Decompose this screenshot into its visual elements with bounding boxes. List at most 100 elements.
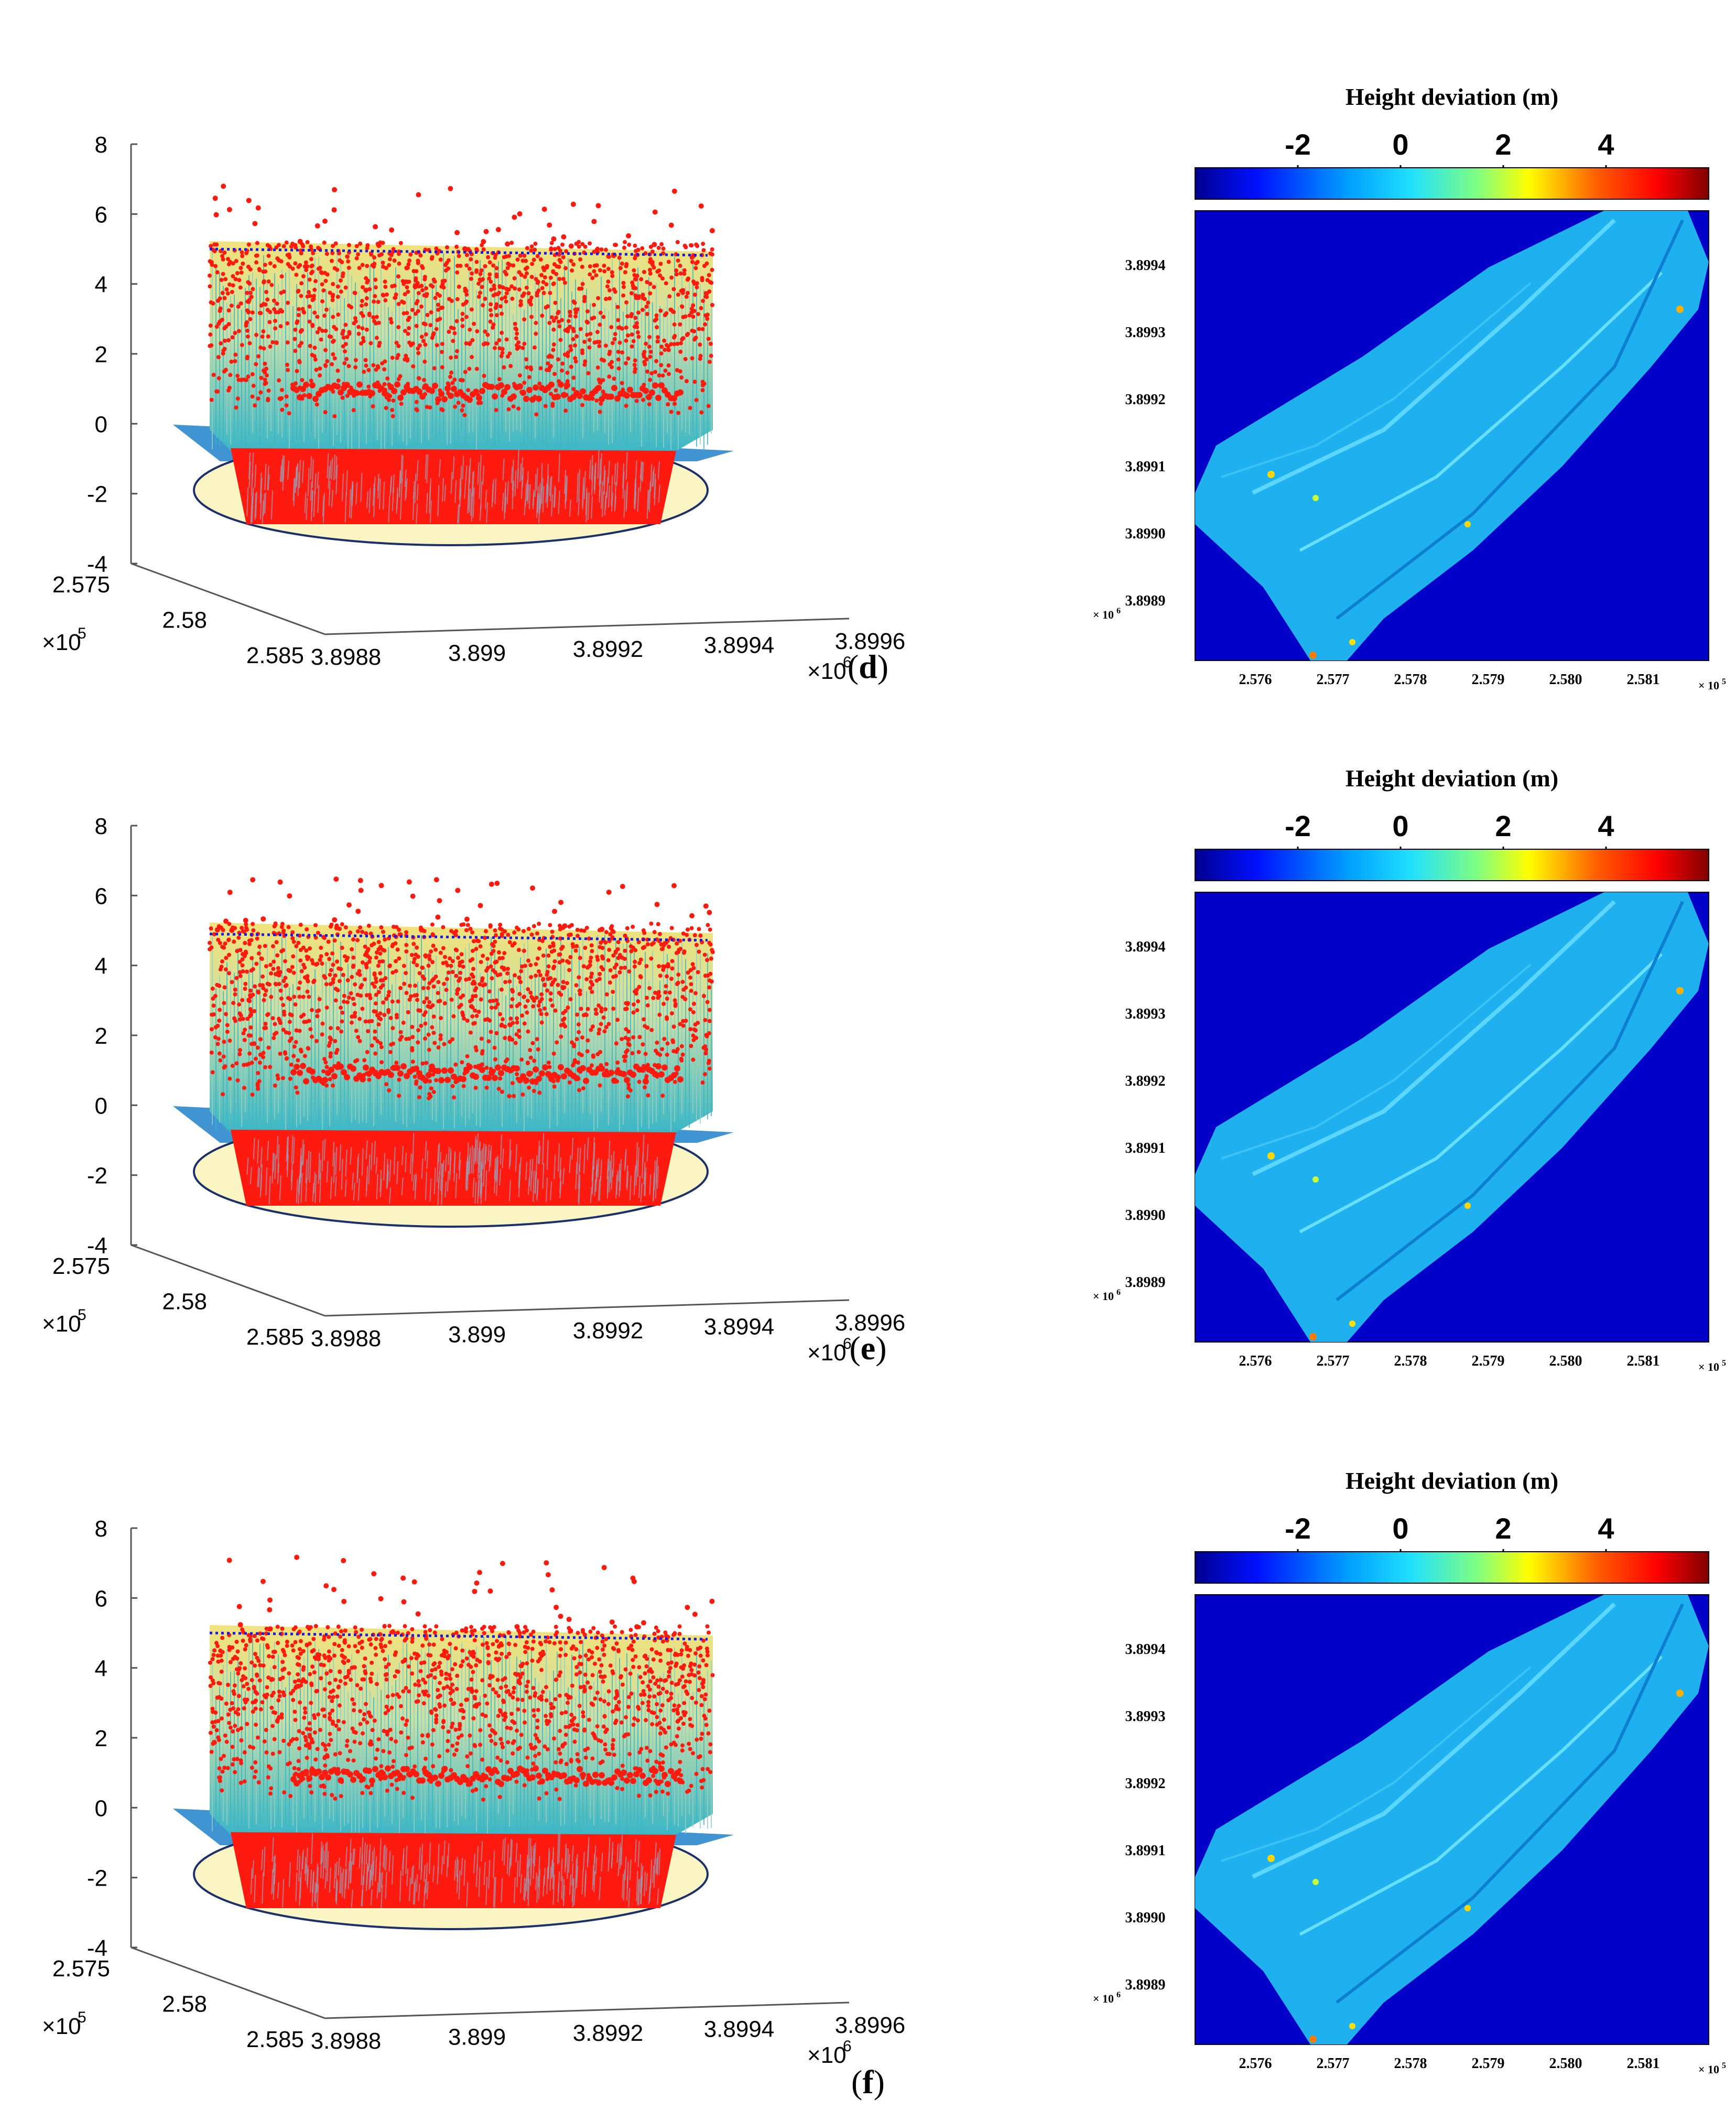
map-x-exponent-power: 5 xyxy=(1722,1359,1726,1368)
below-ground-line xyxy=(373,477,376,496)
point-cloud-point xyxy=(404,353,408,358)
point-cloud-point xyxy=(309,244,313,249)
point-cloud-point xyxy=(360,1007,365,1011)
point-cloud-point xyxy=(331,1083,335,1088)
point-cloud-point xyxy=(263,944,267,948)
point-cloud-point xyxy=(678,947,683,951)
point-cloud-point xyxy=(335,988,340,993)
point-cloud-point xyxy=(541,290,546,295)
below-ground-line xyxy=(558,1833,561,1864)
point-cloud-point xyxy=(296,940,301,945)
point-cloud-point xyxy=(589,1027,593,1032)
point-cloud-point xyxy=(233,331,237,336)
point-cloud-point xyxy=(230,980,234,984)
point-cloud-point xyxy=(243,949,248,954)
point-cloud-point xyxy=(324,1065,329,1069)
point-cloud-point xyxy=(489,1030,493,1034)
point-cloud-point xyxy=(438,257,443,262)
below-ground-line xyxy=(509,1150,512,1166)
point-cloud-point xyxy=(247,341,252,345)
point-cloud-point xyxy=(498,304,503,309)
point-cloud-point xyxy=(473,1074,479,1080)
below-ground-line xyxy=(462,456,464,480)
point-cloud-point xyxy=(529,248,534,253)
below-ground-line xyxy=(455,1173,458,1198)
point-cloud-point xyxy=(458,976,462,981)
point-cloud-point xyxy=(324,982,329,987)
point-cloud-point xyxy=(584,1013,589,1018)
point-cloud-point xyxy=(438,1036,443,1041)
point-cloud-outlier xyxy=(376,243,382,248)
point-cloud-point xyxy=(322,1077,328,1084)
below-ground-line xyxy=(429,1843,431,1874)
point-cloud-point xyxy=(470,355,474,360)
point-cloud-point xyxy=(703,1051,708,1056)
point-cloud-point xyxy=(231,261,235,266)
point-cloud-point xyxy=(677,1624,682,1629)
colorbar-tick-labels: -2 0 2 4 xyxy=(1285,128,1614,170)
z-tick-label: 6 xyxy=(95,1586,107,1611)
point-cloud-point xyxy=(599,1009,604,1014)
point-cloud-point xyxy=(285,340,290,345)
point-cloud-point xyxy=(217,1051,222,1056)
point-cloud-point xyxy=(250,310,255,315)
below-ground-line xyxy=(307,1869,309,1888)
point-cloud-point xyxy=(636,999,641,1004)
point-cloud-point xyxy=(279,387,284,392)
point-cloud-point xyxy=(326,1625,330,1630)
point-cloud-point xyxy=(404,1036,409,1041)
point-cloud-point xyxy=(283,1051,288,1056)
point-cloud-point xyxy=(276,310,281,315)
point-cloud-point xyxy=(374,955,378,960)
y-tick-labels: 3.8988 3.899 3.8992 3.8994 3.8996 xyxy=(311,1310,906,1351)
point-cloud-point xyxy=(599,1065,605,1072)
map-x-tick-label: 2.578 xyxy=(1394,1353,1427,1369)
point-cloud-point xyxy=(309,382,316,388)
point-cloud-point xyxy=(575,927,580,932)
point-cloud-point xyxy=(308,294,312,298)
point-cloud-point xyxy=(209,1050,214,1055)
point-cloud-point xyxy=(528,1048,533,1053)
point-cloud-point xyxy=(302,1715,307,1720)
point-cloud-point xyxy=(611,1738,616,1743)
below-ground-line xyxy=(271,1869,274,1895)
below-ground-line xyxy=(259,493,262,520)
point-cloud-point xyxy=(610,341,615,345)
point-cloud-point xyxy=(633,366,637,371)
point-cloud-point xyxy=(351,955,356,960)
point-cloud-point xyxy=(558,338,563,342)
below-ground-line xyxy=(425,455,427,480)
point-cloud-point xyxy=(496,1087,501,1091)
point-cloud-point xyxy=(381,293,385,297)
point-cloud-point xyxy=(223,941,227,946)
below-ground-line xyxy=(477,462,480,485)
point-cloud-point xyxy=(349,1020,354,1025)
point-cloud-point xyxy=(226,308,231,313)
below-ground-line xyxy=(360,473,363,502)
point-cloud-point xyxy=(431,1031,436,1035)
point-cloud-point xyxy=(577,244,581,249)
below-ground-line xyxy=(620,1159,622,1191)
point-cloud-point xyxy=(678,271,683,276)
below-ground-line xyxy=(345,1868,348,1889)
point-cloud-point xyxy=(629,949,634,954)
point-cloud-point xyxy=(563,408,568,413)
point-cloud-point xyxy=(681,931,686,936)
point-cloud-point xyxy=(693,991,698,995)
point-cloud-point xyxy=(323,976,328,980)
terrain-surface-lines xyxy=(212,934,712,1132)
point-cloud-point xyxy=(342,361,347,365)
point-cloud-point xyxy=(377,253,382,258)
below-ground-line xyxy=(461,1857,463,1876)
below-ground-line xyxy=(458,1152,461,1170)
point-cloud-point xyxy=(645,1003,650,1008)
point-cloud-point xyxy=(275,1073,280,1078)
below-ground-line xyxy=(349,1853,352,1884)
point-cloud-point xyxy=(548,381,555,388)
below-ground-line xyxy=(418,1847,421,1870)
point-cloud-point xyxy=(222,250,227,255)
point-cloud-point xyxy=(641,946,645,950)
point-cloud-point xyxy=(298,329,303,334)
point-cloud-point xyxy=(237,1011,242,1016)
point-cloud-point xyxy=(520,345,525,350)
